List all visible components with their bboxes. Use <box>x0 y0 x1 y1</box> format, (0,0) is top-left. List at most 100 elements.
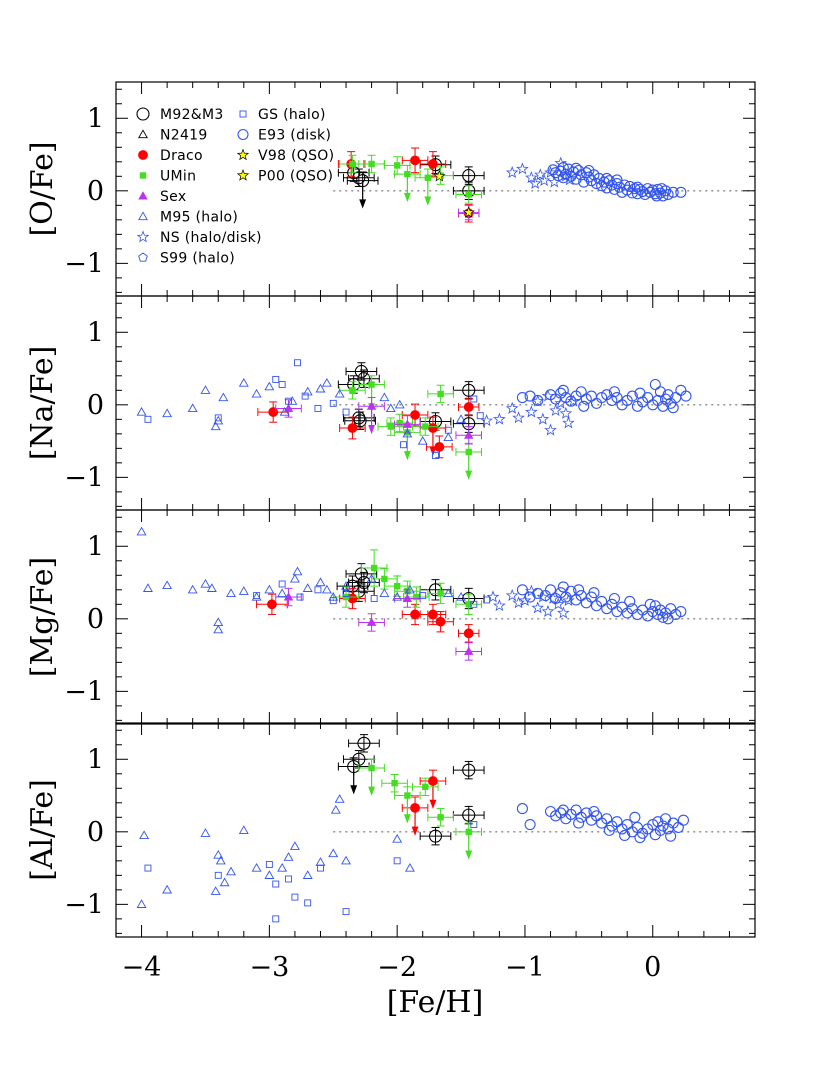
upper-limit-arrowhead <box>368 424 376 435</box>
data-point <box>219 877 230 887</box>
legend-item-draco: Draco <box>138 148 203 164</box>
data-point <box>601 813 613 825</box>
data-point <box>391 780 398 787</box>
data-point <box>251 388 262 398</box>
data-point <box>444 426 452 434</box>
data-point <box>162 884 173 894</box>
data-point <box>428 829 443 843</box>
legend-label: M92&M3 <box>160 107 224 123</box>
data-point <box>533 168 547 181</box>
data-point <box>443 432 454 442</box>
data-point <box>357 736 371 750</box>
legend-label: Sex <box>160 189 186 205</box>
legend-item-n2419: N2419 <box>138 128 207 144</box>
data-point <box>200 828 211 837</box>
data-point <box>557 804 569 816</box>
upper-limit-arrowhead <box>411 826 419 836</box>
y-tick-label: 1 <box>87 103 104 134</box>
data-point <box>366 617 377 626</box>
data-point <box>283 852 294 861</box>
data-point <box>136 899 147 908</box>
panel-mgfe: 1 0 −1[Mg/Fe] <box>25 509 756 725</box>
x-tick-label: −1 <box>505 952 545 983</box>
data-point <box>532 394 544 407</box>
data-point <box>524 819 536 831</box>
legend-label: E93 (disk) <box>258 128 331 144</box>
data-point <box>570 162 582 174</box>
data-point <box>557 581 569 593</box>
x-axis-label: [Fe/H] <box>387 985 484 1020</box>
data-point <box>611 816 623 828</box>
legend-label: M95 (halo) <box>160 210 238 226</box>
data-point <box>341 855 352 865</box>
data-point <box>428 609 438 620</box>
legend-marker <box>236 168 250 181</box>
data-point <box>368 381 375 388</box>
data-point <box>277 862 288 872</box>
data-point <box>264 381 275 391</box>
x-tick-label: −2 <box>377 952 417 983</box>
data-point <box>419 592 427 600</box>
data-point <box>634 832 646 844</box>
data-point <box>272 880 280 888</box>
data-point <box>289 573 300 583</box>
legend-marker <box>136 230 150 243</box>
data-point <box>272 915 280 923</box>
data-point <box>556 606 570 619</box>
data-point <box>672 821 684 834</box>
upper-limit-arrowhead <box>403 192 411 202</box>
data-point <box>267 599 277 610</box>
data-point <box>437 814 444 821</box>
data-point <box>624 595 636 607</box>
data-point <box>413 593 420 601</box>
data-point <box>649 378 661 391</box>
data-point <box>626 390 638 402</box>
data-point <box>667 186 679 198</box>
data-point <box>251 862 262 872</box>
legend-label: GS (halo) <box>258 107 326 123</box>
data-point <box>667 402 679 414</box>
data-point <box>435 616 446 627</box>
data-point <box>321 584 332 594</box>
data-point <box>557 162 569 174</box>
data-point <box>432 452 439 460</box>
data-point <box>465 828 472 836</box>
upper-limit-arrowhead <box>359 199 367 209</box>
data-point <box>144 864 152 872</box>
y-axis-label: [O/Fe] <box>25 141 60 236</box>
data-point <box>544 423 557 436</box>
data-point <box>218 392 229 402</box>
data-point <box>524 390 536 402</box>
y-axis-label: [Na/Fe] <box>25 346 60 461</box>
y-tick-label: −1 <box>64 248 104 279</box>
data-point <box>139 830 150 840</box>
panel-frame <box>115 509 756 725</box>
data-point <box>292 566 303 576</box>
series-v98-qso- <box>433 169 446 182</box>
legend-marker <box>139 172 147 179</box>
series-sex <box>275 397 483 445</box>
y-tick-label: 0 <box>87 176 104 207</box>
data-point <box>352 171 366 185</box>
data-point <box>525 405 538 418</box>
data-point <box>462 169 476 183</box>
data-point <box>434 441 445 452</box>
legend-item-gs-halo-: GS (halo) <box>239 107 326 123</box>
data-point <box>379 392 390 402</box>
data-point <box>142 583 153 592</box>
data-point <box>590 397 603 409</box>
data-point <box>347 759 361 774</box>
data-point <box>651 190 663 202</box>
series-m95-halo- <box>136 526 467 634</box>
data-point <box>213 415 224 425</box>
data-point <box>465 448 472 456</box>
data-point <box>483 596 491 604</box>
data-point <box>368 764 375 772</box>
legend-item-ns-halo-disk-: NS (halo/disk) <box>136 230 261 246</box>
data-point <box>387 423 394 430</box>
y-tick-label: −1 <box>64 676 104 707</box>
data-point <box>187 403 198 413</box>
data-point <box>392 833 403 843</box>
data-point <box>462 763 476 777</box>
